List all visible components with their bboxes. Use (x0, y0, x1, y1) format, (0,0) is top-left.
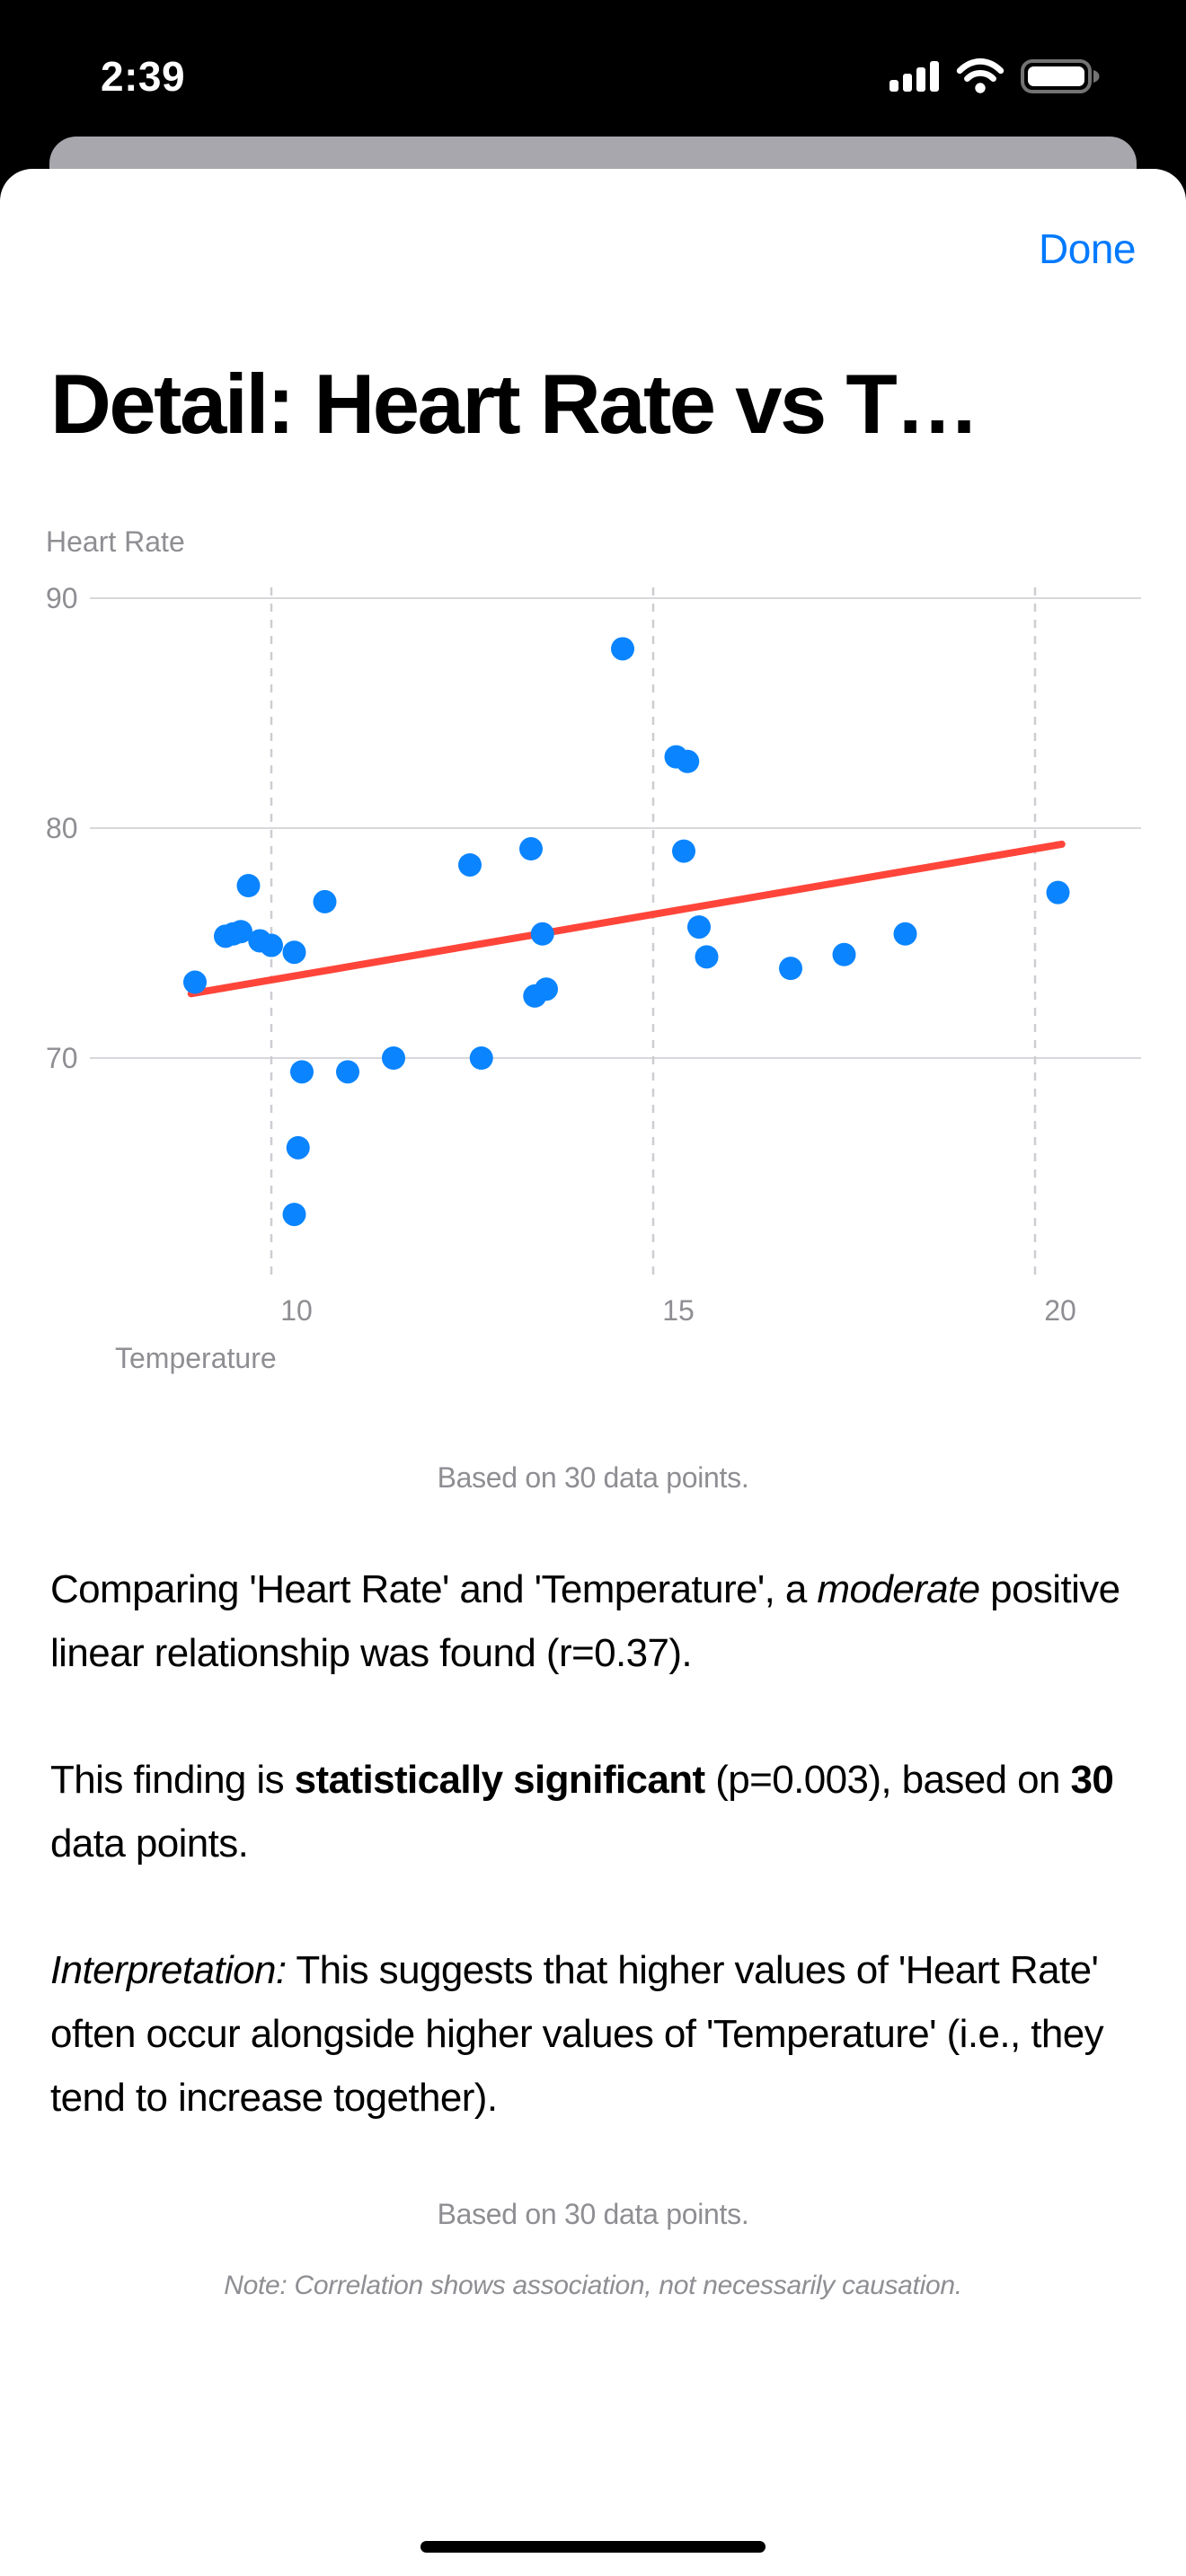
svg-text:90: 90 (46, 582, 78, 614)
scatter-plot: 90 80 70 10 15 20 (46, 582, 1141, 1327)
done-button[interactable]: Done (1039, 225, 1136, 272)
analysis-paragraph-interpretation: Interpretation: This suggests that highe… (50, 1947, 1104, 2120)
chart-container: Heart Rate 90 80 70 10 15 20 Temperature Base… (0, 525, 1186, 1495)
footer-note: Note: Correlation shows association, not… (224, 2270, 962, 2300)
battery-icon (1021, 59, 1100, 93)
wifi-icon (956, 58, 1005, 93)
sheet-title: Detail: Heart Rate vs T… (50, 358, 979, 450)
detail-sheet: Done Detail: Heart Rate vs T… Heart Rate… (0, 169, 1186, 2576)
svg-text:80: 80 (46, 812, 78, 844)
svg-text:20: 20 (1044, 1294, 1076, 1327)
svg-text:70: 70 (46, 1042, 78, 1074)
analysis-paragraph-significance: This finding is statistically significan… (50, 1757, 1114, 1866)
status-time: 2:39 (101, 53, 186, 100)
sheet-toolbar: Done (0, 169, 1186, 272)
cellular-signal-icon (890, 61, 939, 92)
y-axis-label: Heart Rate (46, 525, 185, 558)
footer-caption: Based on 30 data points. (437, 2197, 749, 2230)
svg-text:10: 10 (280, 1294, 313, 1327)
x-axis-label: Temperature (115, 1341, 277, 1374)
home-indicator[interactable] (420, 2541, 766, 2553)
status-bar: 2:39 (0, 0, 1186, 144)
status-icons (890, 58, 1100, 94)
analysis-paragraph-correlation: Comparing 'Heart Rate' and 'Temperature'… (50, 1566, 1120, 1675)
svg-text:15: 15 (662, 1294, 695, 1327)
chart-caption: Based on 30 data points. (437, 1460, 749, 1494)
